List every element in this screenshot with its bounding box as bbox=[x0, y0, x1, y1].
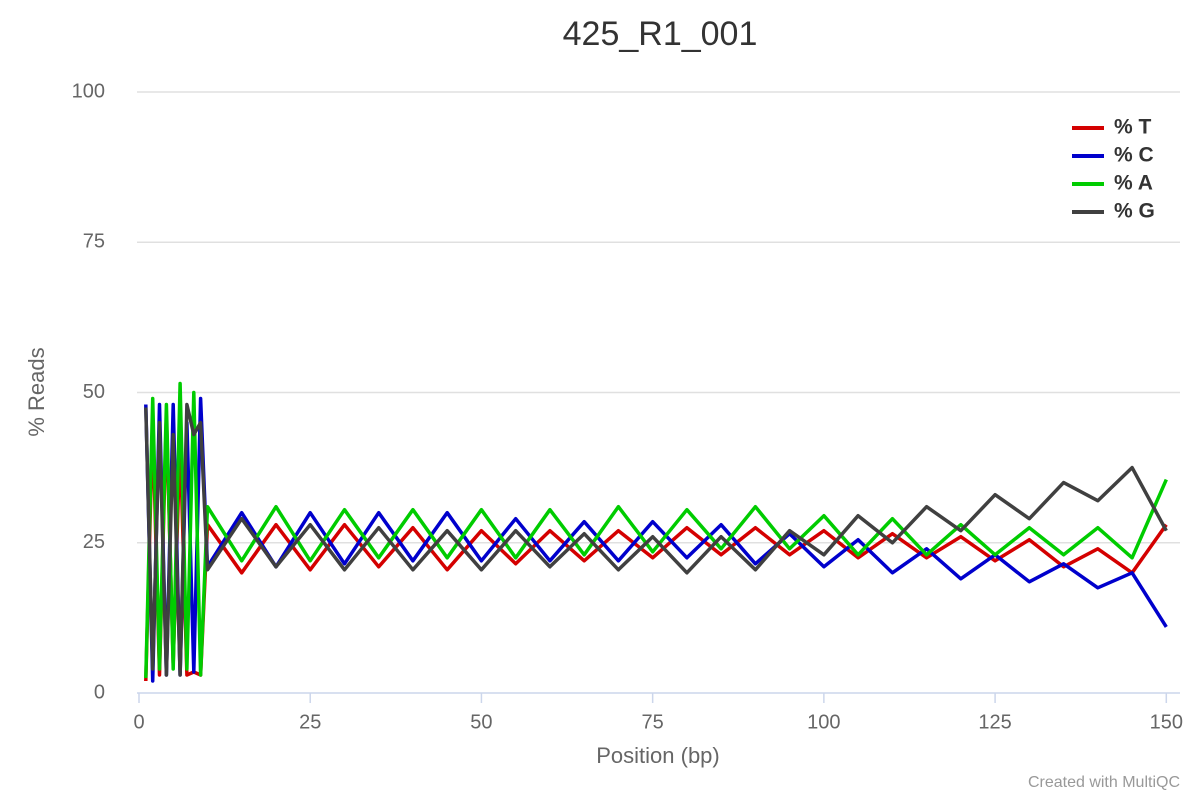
y-axis-label: % Reads bbox=[24, 347, 49, 436]
x-tick-label: 75 bbox=[642, 711, 664, 733]
x-tick-label: 150 bbox=[1150, 711, 1183, 733]
y-tick-label: 0 bbox=[94, 681, 105, 703]
x-tick-label: 100 bbox=[807, 711, 840, 733]
series-line bbox=[144, 381, 1168, 679]
legend-label: % C bbox=[1114, 144, 1154, 167]
legend-label: % G bbox=[1114, 200, 1155, 223]
y-tick-label: 50 bbox=[83, 381, 105, 403]
y-tick-label: 25 bbox=[83, 531, 105, 553]
credit: Created with MultiQC bbox=[1028, 774, 1180, 791]
x-tick-label: 125 bbox=[978, 711, 1011, 733]
y-tick-label: 75 bbox=[83, 231, 105, 253]
series-line bbox=[144, 402, 1168, 677]
chart-title: 425_R1_001 bbox=[563, 15, 758, 53]
x-tick-label: 25 bbox=[299, 711, 321, 733]
x-tick-label: 0 bbox=[133, 711, 144, 733]
y-tick-label: 100 bbox=[72, 80, 105, 102]
x-tick-label: 50 bbox=[470, 711, 492, 733]
series-line bbox=[144, 396, 1168, 683]
legend-label: % T bbox=[1114, 116, 1152, 139]
legend-label: % A bbox=[1114, 172, 1153, 195]
x-axis-label: Position (bp) bbox=[596, 743, 720, 768]
